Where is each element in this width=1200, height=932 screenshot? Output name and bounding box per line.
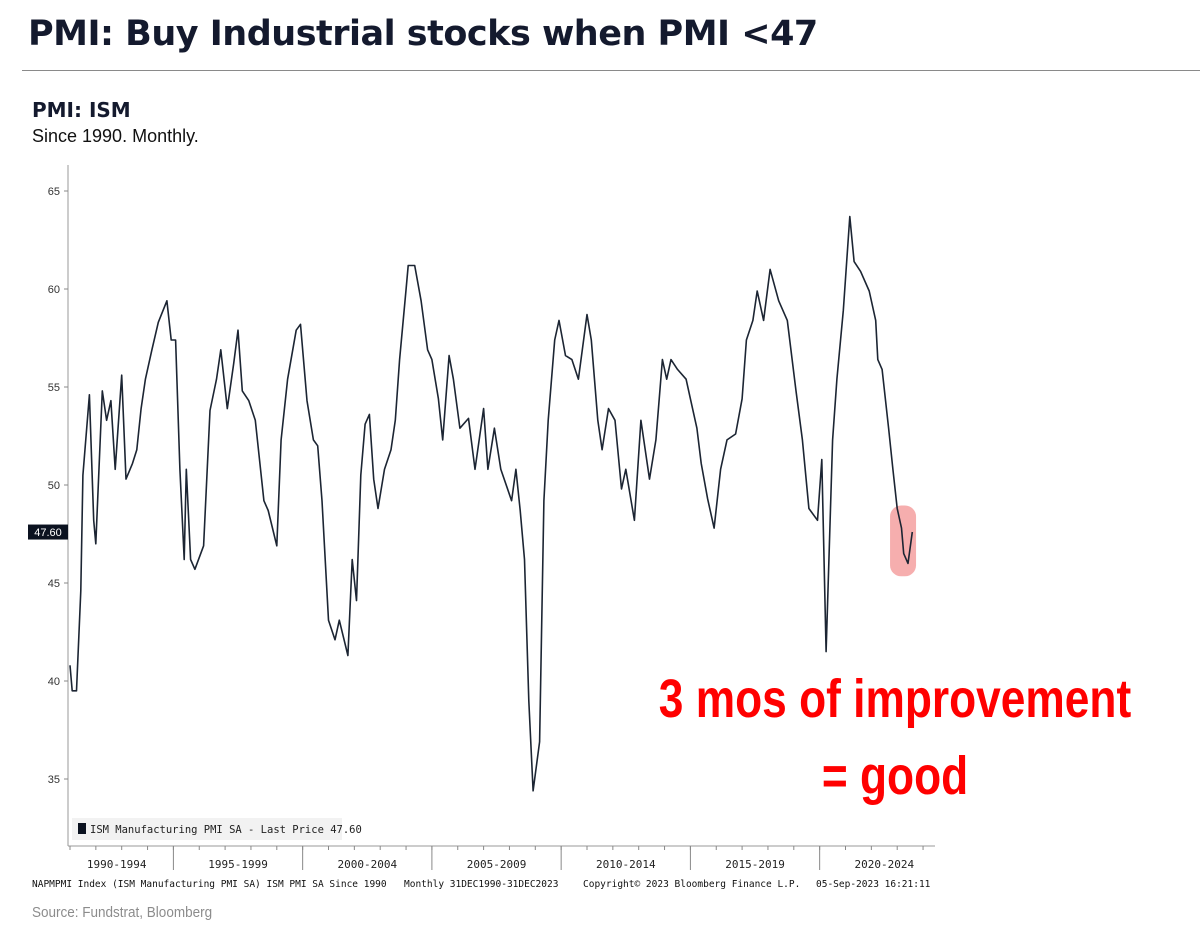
x-tick-label: 2015-2019 <box>725 858 785 871</box>
x-axis: 1990-1994 1995-1999 2000-2004 2005-2009 2010… <box>68 845 935 871</box>
chart-subtitle: Since 1990. Monthly. <box>32 126 199 146</box>
y-tick-label: 40 <box>48 676 60 688</box>
last-price-label: 47.60 <box>34 527 62 539</box>
title-divider <box>22 70 1200 71</box>
footer-copyright: Copyright© 2023 Bloomberg Finance L.P. <box>583 879 800 890</box>
annotation-line-2: = good <box>821 746 969 806</box>
x-tick-label: 2010-2014 <box>596 858 656 871</box>
y-axis: 65 60 55 50 45 40 35 <box>48 165 69 846</box>
footer-range: Monthly 31DEC1990-31DEC2023 <box>404 879 558 890</box>
y-tick-label: 35 <box>48 774 60 786</box>
x-tick-label: 2005-2009 <box>467 858 527 871</box>
legend-label: ISM Manufacturing PMI SA - Last Price 47… <box>90 824 362 836</box>
footer-index: NAPMPMI Index (ISM Manufacturing PMI SA)… <box>32 879 387 890</box>
x-tick-label: 2020-2024 <box>854 858 914 871</box>
chart-title: PMI: ISM <box>32 98 131 122</box>
source-note: Source: Fundstrat, Bloomberg <box>32 904 213 921</box>
y-tick-label: 55 <box>48 382 60 394</box>
y-tick-label: 65 <box>48 186 60 198</box>
x-tick-label: 2000-2004 <box>337 858 397 871</box>
x-tick-label: 1990-1994 <box>87 858 147 871</box>
pmi-series-line <box>69 215 914 792</box>
last-price-tag: 47.60 <box>28 524 68 540</box>
y-tick-label: 50 <box>48 480 60 492</box>
y-tick-label: 60 <box>48 284 60 296</box>
page-title: PMI: Buy Industrial stocks when PMI <47 <box>28 14 818 54</box>
legend-swatch <box>78 823 86 834</box>
y-tick-label: 45 <box>48 578 60 590</box>
footer-timestamp: 05-Sep-2023 16:21:11 <box>816 879 931 890</box>
legend: ISM Manufacturing PMI SA - Last Price 47… <box>72 818 362 840</box>
annotation-line-1: 3 mos of improvement <box>658 669 1132 729</box>
bloomberg-footer: NAPMPMI Index (ISM Manufacturing PMI SA)… <box>32 879 931 890</box>
x-tick-label: 1995-1999 <box>208 858 268 871</box>
